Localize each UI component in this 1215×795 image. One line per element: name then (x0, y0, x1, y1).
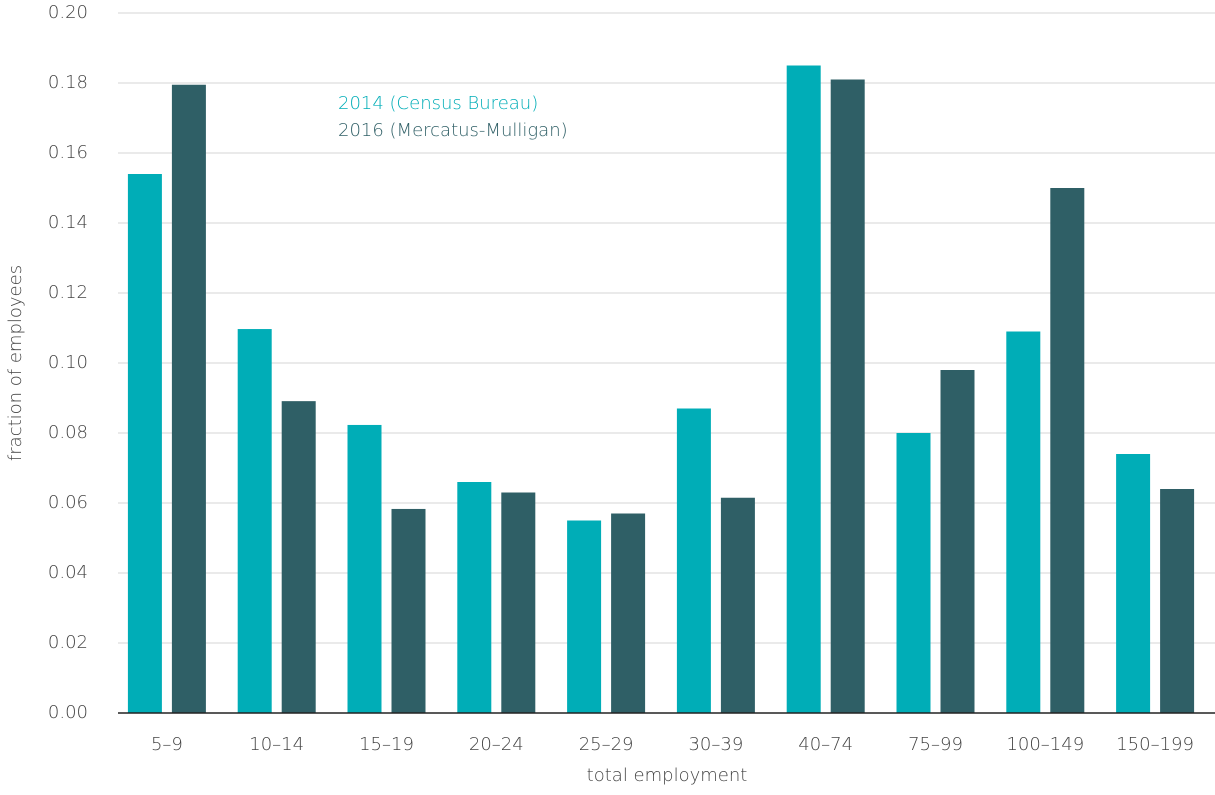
y-tick-label: 0.02 (48, 632, 88, 653)
y-tick-label: 0.00 (48, 702, 88, 723)
x-tick-label: 40–74 (798, 734, 853, 755)
y-tick-label: 0.16 (48, 142, 88, 163)
bar (720, 497, 755, 713)
bar (567, 520, 602, 713)
bar (1050, 188, 1085, 713)
x-tick-label: 10–14 (249, 734, 304, 755)
bar (611, 513, 646, 713)
bar (896, 433, 931, 713)
bar (457, 482, 492, 713)
x-tick-label: 30–39 (688, 734, 743, 755)
x-tick-label: 25–29 (579, 734, 634, 755)
bar (347, 424, 382, 713)
y-tick-label: 0.10 (48, 352, 88, 373)
x-tick-label: 100–149 (1006, 734, 1084, 755)
y-axis-label: fraction of employees (5, 265, 26, 461)
y-tick-label: 0.08 (48, 422, 88, 443)
bar (830, 79, 865, 713)
x-tick-label: 15–19 (359, 734, 414, 755)
bar (237, 329, 272, 713)
legend-entry: 2014 (Census Bureau) (338, 93, 538, 114)
x-tick-label: 5–9 (151, 734, 183, 755)
x-tick-label: 150–199 (1116, 734, 1194, 755)
bar (676, 408, 711, 713)
y-tick-label: 0.14 (48, 212, 88, 233)
bar (501, 492, 536, 713)
bar (1160, 489, 1195, 713)
bar (1116, 454, 1151, 713)
legend-entry: 2016 (Mercatus-Mulligan) (338, 120, 568, 141)
x-tick-label: 75–99 (908, 734, 963, 755)
bar (391, 508, 426, 713)
y-tick-label: 0.04 (48, 562, 88, 583)
y-tick-label: 0.12 (48, 282, 88, 303)
x-tick-label: 20–24 (469, 734, 524, 755)
bar (281, 401, 316, 713)
bar (940, 370, 975, 713)
y-tick-label: 0.06 (48, 492, 88, 513)
bar (786, 65, 821, 713)
bar (127, 174, 162, 713)
y-tick-label: 0.20 (48, 2, 88, 23)
bar (1006, 331, 1041, 713)
y-tick-label: 0.18 (48, 72, 88, 93)
bar (171, 84, 206, 713)
x-axis-label: total employment (587, 765, 748, 786)
